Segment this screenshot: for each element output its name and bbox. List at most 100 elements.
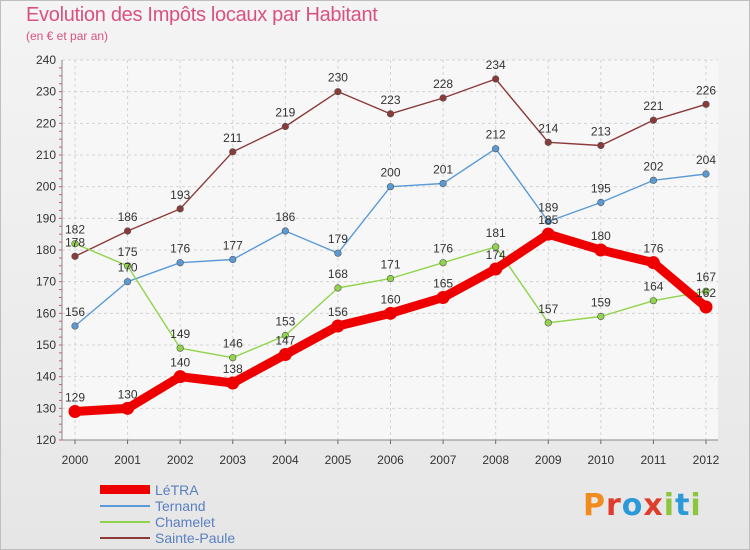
data-label: 171 [380, 258, 400, 272]
y-tick-label: 140 [36, 370, 56, 384]
series-lines [68, 75, 713, 418]
y-tick-label: 200 [36, 180, 56, 194]
x-tick-label: 2002 [167, 453, 194, 467]
data-point [281, 122, 289, 131]
y-tick-label: 150 [36, 338, 56, 352]
data-point [176, 259, 184, 267]
data-label: 234 [486, 58, 506, 72]
data-point [439, 179, 447, 188]
data-label: 226 [696, 83, 716, 97]
data-point [702, 287, 710, 295]
data-label: 179 [328, 232, 348, 246]
data-point [439, 94, 447, 102]
data-label: 180 [591, 229, 611, 243]
logo-letter: r [606, 488, 622, 523]
y-tick-label: 220 [36, 116, 56, 130]
data-point [386, 183, 395, 191]
x-tick-label: 2010 [587, 453, 614, 467]
legend-swatch [100, 485, 150, 494]
data-point [123, 262, 132, 270]
data-label: 178 [65, 235, 85, 249]
data-point [281, 227, 289, 235]
data-point [331, 319, 345, 333]
data-label: 223 [380, 93, 400, 107]
y-tick-label: 160 [36, 306, 56, 320]
legend-swatch [100, 537, 150, 539]
x-tick-label: 2011 [641, 453, 667, 467]
data-point [597, 198, 605, 207]
data-label: 170 [118, 261, 138, 275]
data-point [594, 243, 608, 257]
x-tick-label: 2006 [377, 453, 404, 467]
data-point [173, 370, 187, 384]
data-point [229, 148, 237, 156]
data-label: 146 [223, 337, 243, 351]
data-label: 213 [591, 125, 611, 139]
data-label: 153 [275, 315, 295, 329]
x-tick-label: 2000 [62, 453, 89, 467]
legend-label: Sainte-Paule [155, 530, 236, 546]
data-point [544, 319, 552, 327]
data-label: 219 [275, 106, 295, 120]
x-tick-labels: 2000 2001 2002 2003 2004 2005 2006 2007 2008 2009… [62, 453, 720, 467]
data-label: 185 [538, 213, 558, 227]
data-point [71, 240, 79, 248]
data-point [123, 278, 132, 286]
data-point [597, 141, 605, 150]
logo-letter: t [675, 488, 691, 523]
data-point [226, 376, 240, 390]
data-label: 164 [643, 280, 663, 294]
data-point [334, 284, 342, 292]
legend-item: Chamelet [100, 514, 300, 530]
data-label: 159 [591, 296, 611, 310]
data-point [492, 243, 500, 251]
data-label: 174 [486, 248, 506, 262]
data-label: 200 [380, 166, 400, 180]
x-tick-label: 2005 [325, 453, 352, 467]
data-label: 160 [380, 292, 400, 306]
data-label: 147 [275, 334, 295, 348]
data-point [489, 262, 503, 276]
data-label: 165 [433, 277, 453, 291]
data-point [281, 331, 289, 340]
y-tick-label: 120 [36, 433, 56, 447]
y-tick-label: 240 [36, 53, 56, 67]
data-label: 176 [433, 242, 453, 256]
y-tick-label: 130 [36, 401, 56, 415]
logo-letter: i [663, 488, 676, 523]
data-point [176, 205, 184, 213]
data-label: 201 [433, 163, 453, 177]
legend-item: Ternand [100, 498, 300, 514]
proxiti-logo: Proxiti [583, 488, 702, 523]
data-point [544, 217, 552, 226]
data-point [71, 252, 79, 260]
data-point [702, 100, 710, 108]
data-label: 176 [643, 242, 663, 256]
data-point [176, 344, 184, 352]
data-label: 168 [328, 267, 348, 281]
data-point [278, 348, 292, 361]
data-label: 186 [275, 210, 295, 224]
data-point [492, 145, 500, 153]
y-tick-labels: 120 130 140 150 160 170 180 190 200 210 220 230 240 [36, 53, 56, 447]
data-point [649, 176, 658, 184]
legend-label: LéTRA [155, 482, 199, 498]
data-label: 193 [170, 188, 190, 202]
data-label: 149 [170, 327, 190, 341]
legend-label: Chamelet [155, 514, 215, 530]
data-label: 202 [643, 159, 663, 173]
x-tick-label: 2004 [272, 453, 299, 467]
data-label: 177 [223, 239, 243, 253]
data-label: 228 [433, 77, 453, 91]
data-label: 221 [643, 99, 663, 113]
data-point [699, 300, 713, 314]
axes [59, 60, 718, 444]
data-point [702, 170, 710, 178]
data-point [229, 255, 237, 264]
data-label: 186 [118, 210, 138, 224]
data-label: 189 [538, 201, 558, 215]
x-tick-label: 2003 [219, 453, 246, 467]
data-point [646, 256, 660, 270]
data-point [121, 401, 135, 415]
